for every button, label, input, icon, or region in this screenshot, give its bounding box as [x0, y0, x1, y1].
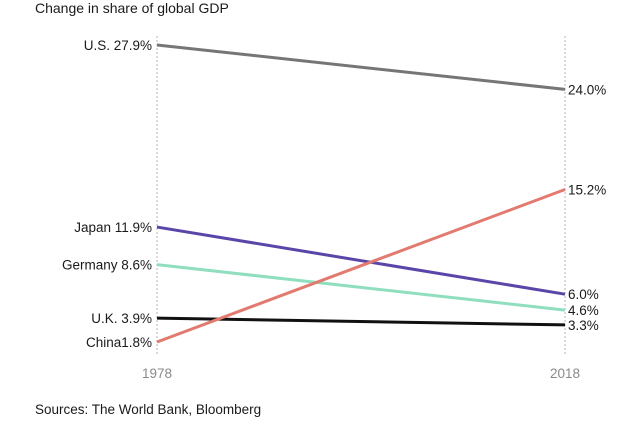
series-line-us	[156, 43, 566, 91]
series-line-china	[156, 188, 566, 344]
start-label-uk: U.K. 3.9%	[91, 311, 152, 326]
start-label-china: China1.8%	[86, 335, 152, 350]
source-note: Sources: The World Bank, Bloomberg	[35, 402, 261, 417]
end-label-japan: 6.0%	[568, 287, 599, 302]
chart-title: Change in share of global GDP	[35, 0, 229, 16]
end-label-uk: 3.3%	[568, 318, 599, 333]
end-label-germany: 4.6%	[568, 303, 599, 318]
series-line-germany	[156, 263, 566, 312]
end-label-china: 15.2%	[568, 183, 606, 198]
x-tick-2018: 2018	[550, 366, 580, 381]
end-label-us: 24.0%	[568, 82, 606, 97]
series-line-japan	[156, 225, 566, 296]
x-tick-1978: 1978	[142, 366, 172, 381]
series-line-uk	[156, 316, 566, 327]
start-label-germany: Germany 8.6%	[62, 258, 152, 273]
start-label-japan: Japan 11.9%	[74, 220, 152, 235]
start-label-us: U.S. 27.9%	[84, 38, 152, 53]
series-group: U.S. 27.9% 24.0% Japan 11.9% 6.0% Germany 8.…	[62, 38, 606, 350]
